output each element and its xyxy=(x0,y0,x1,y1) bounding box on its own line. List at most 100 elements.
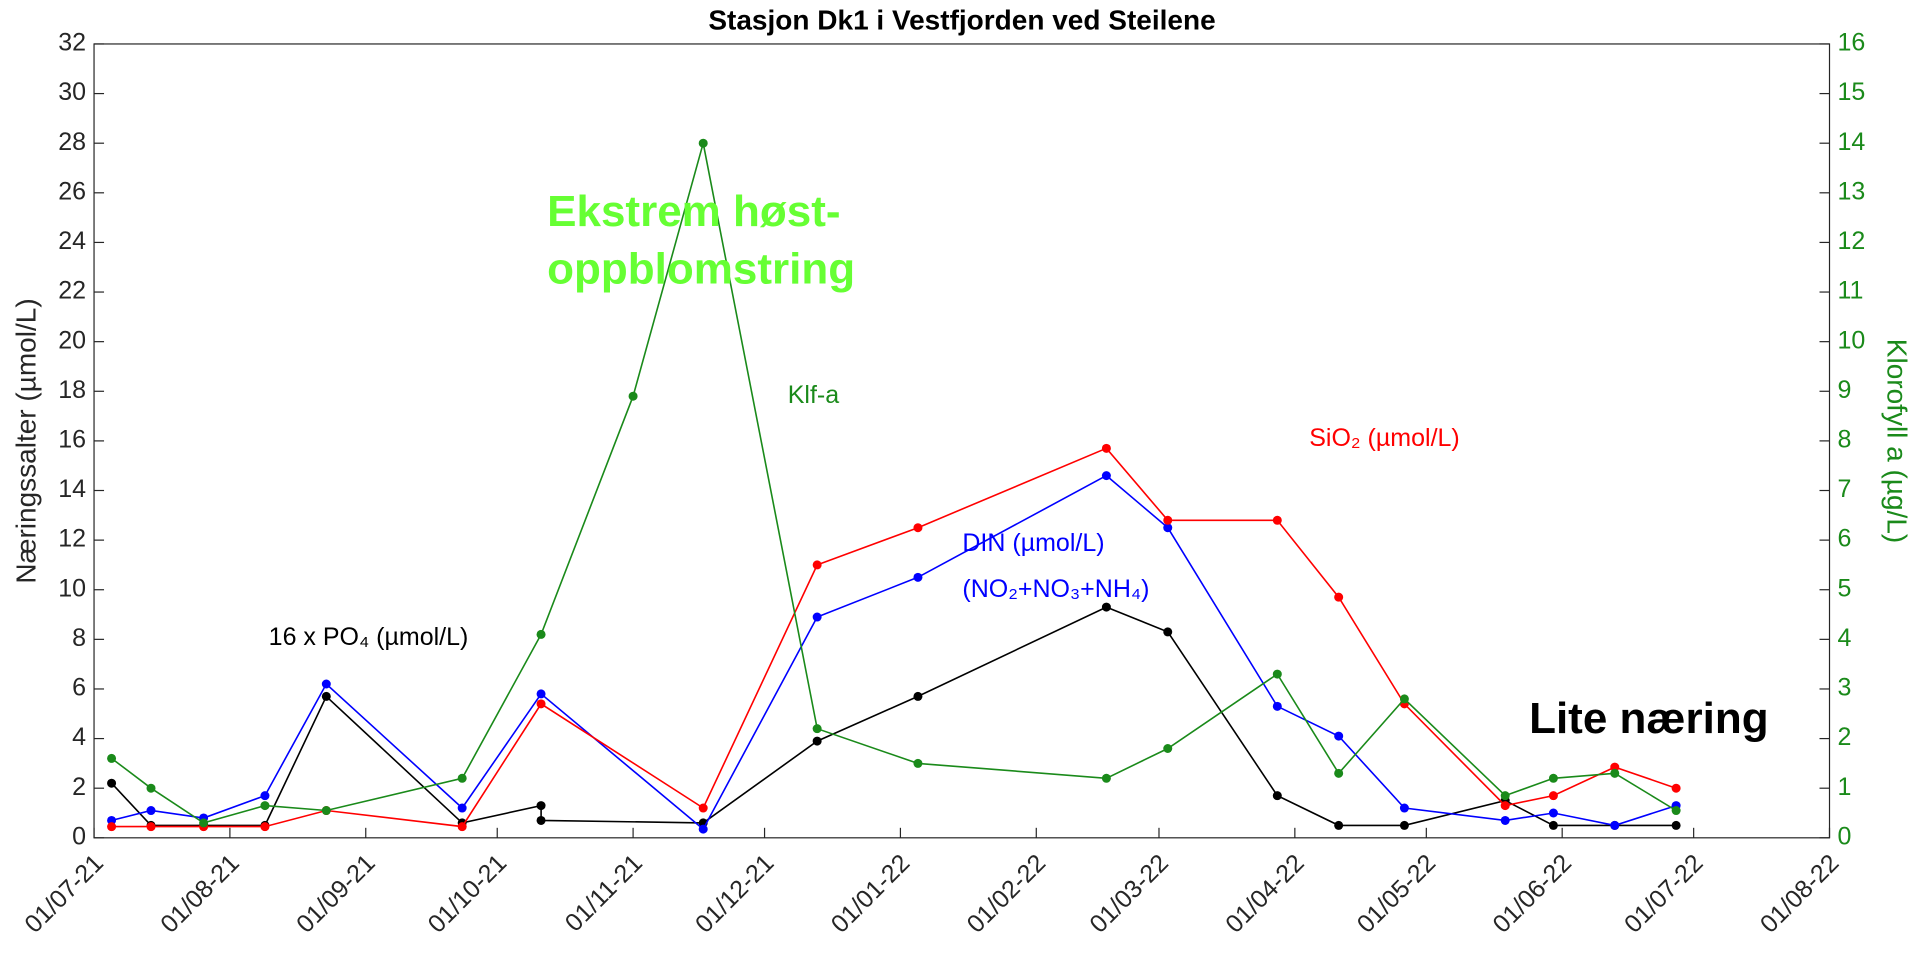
annotation: Lite næring xyxy=(1529,694,1769,743)
point xyxy=(698,803,708,813)
point xyxy=(1671,783,1681,793)
point xyxy=(1548,808,1558,818)
x-tick-label: 01/08-21 xyxy=(155,849,245,939)
point xyxy=(698,824,708,834)
annotation: DIN (µmol/L) xyxy=(962,529,1104,557)
point xyxy=(457,803,467,813)
point xyxy=(1671,806,1681,816)
point xyxy=(1163,515,1173,525)
point xyxy=(1500,815,1510,825)
annotation: SiO₂ (µmol/L) xyxy=(1309,424,1460,452)
y-tick-label: 22 xyxy=(58,277,86,305)
point xyxy=(812,736,822,746)
annotation: oppblomstring xyxy=(547,244,855,293)
point xyxy=(457,822,467,832)
point xyxy=(1334,592,1344,602)
point xyxy=(1399,803,1409,813)
point xyxy=(913,572,923,582)
point xyxy=(1610,820,1620,830)
point xyxy=(107,778,117,788)
point xyxy=(1500,791,1510,801)
point xyxy=(321,679,331,689)
x-tick-label: 01/10-21 xyxy=(423,849,513,939)
annotation: Ekstrem høst- xyxy=(547,187,840,236)
point xyxy=(628,391,638,401)
y2-tick-label: 13 xyxy=(1838,177,1866,205)
x-tick-label: 01/05-22 xyxy=(1352,849,1442,939)
point xyxy=(1548,773,1558,783)
x-tick-label: 01/04-22 xyxy=(1220,849,1310,939)
point xyxy=(536,689,546,699)
y-tick-label: 30 xyxy=(58,78,86,106)
y-axis-label: Næringssalter (µmol/L) xyxy=(10,298,41,583)
x-tick-label: 01/09-21 xyxy=(291,849,381,939)
annotation: Klf-a xyxy=(788,381,840,409)
point xyxy=(146,806,156,816)
y-tick-label: 32 xyxy=(58,29,86,57)
y-tick-label: 20 xyxy=(58,326,86,354)
x-tick-label: 01/12-21 xyxy=(690,849,780,939)
y2-tick-label: 4 xyxy=(1838,624,1852,652)
point xyxy=(199,818,209,828)
point xyxy=(812,724,822,734)
point xyxy=(1548,820,1558,830)
point xyxy=(1399,694,1409,704)
point xyxy=(1610,762,1620,772)
y-tick-label: 16 xyxy=(58,425,86,453)
y2-tick-label: 15 xyxy=(1838,78,1866,106)
y-tick-label: 6 xyxy=(72,674,86,702)
y2-tick-label: 16 xyxy=(1838,29,1866,57)
series-line xyxy=(111,474,1677,831)
point xyxy=(146,822,156,832)
point xyxy=(1163,523,1173,533)
y2-tick-label: 1 xyxy=(1838,773,1852,801)
y2-tick-label: 9 xyxy=(1838,376,1852,404)
point xyxy=(146,783,156,793)
y2-tick-label: 8 xyxy=(1838,425,1852,453)
y-tick-label: 10 xyxy=(58,574,86,602)
y2-tick-label: 5 xyxy=(1838,574,1852,602)
point xyxy=(812,560,822,570)
point xyxy=(1610,768,1620,778)
y2-tick-label: 12 xyxy=(1838,227,1866,255)
point xyxy=(321,691,331,701)
y2-tick-label: 2 xyxy=(1838,723,1852,751)
point xyxy=(1163,744,1173,754)
point xyxy=(1671,820,1681,830)
x-tick-label: 01/11-21 xyxy=(560,849,648,937)
y-tick-label: 2 xyxy=(72,773,86,801)
y-tick-label: 24 xyxy=(58,227,86,255)
x-tick-label: 01/01-22 xyxy=(826,849,916,939)
annotation: 16 x PO₄ (µmol/L) xyxy=(269,623,469,651)
chart-title: Stasjon Dk1 i Vestfjorden ved Steilene xyxy=(708,4,1215,35)
point xyxy=(1101,602,1111,612)
y-tick-label: 12 xyxy=(58,525,86,553)
point xyxy=(321,806,331,816)
series-line xyxy=(111,606,1677,827)
annotation: (NO₂+NO₃+NH₄) xyxy=(962,575,1149,603)
point xyxy=(698,138,708,148)
point xyxy=(107,815,117,825)
point xyxy=(260,801,270,811)
point xyxy=(536,699,546,709)
point xyxy=(260,822,270,832)
y2-tick-label: 14 xyxy=(1838,128,1866,156)
x-tick-label: 01/07-21 xyxy=(19,849,109,939)
y-tick-label: 0 xyxy=(72,822,86,850)
y2-tick-label: 10 xyxy=(1838,326,1866,354)
point xyxy=(1334,820,1344,830)
point xyxy=(1272,701,1282,711)
point xyxy=(1101,773,1111,783)
point xyxy=(1163,627,1173,637)
point xyxy=(1101,443,1111,453)
y2-axis-label: Klorofyll a (µg/L) xyxy=(1882,339,1913,543)
point xyxy=(1334,731,1344,741)
point xyxy=(107,753,117,763)
point xyxy=(1399,820,1409,830)
y2-tick-label: 6 xyxy=(1838,525,1852,553)
series-line xyxy=(111,142,1677,824)
y2-tick-label: 7 xyxy=(1838,475,1852,503)
x-tick-label: 01/07-22 xyxy=(1619,849,1709,939)
